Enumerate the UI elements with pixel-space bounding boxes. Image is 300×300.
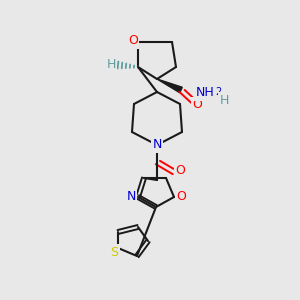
Text: H: H	[219, 94, 229, 106]
Text: O: O	[175, 164, 185, 178]
Text: S: S	[110, 245, 118, 259]
Polygon shape	[157, 79, 182, 93]
Text: NH: NH	[196, 86, 214, 100]
Text: O: O	[192, 98, 202, 112]
Text: O: O	[176, 190, 186, 202]
Text: N: N	[152, 139, 162, 152]
Text: 2: 2	[215, 87, 221, 97]
Text: O: O	[128, 34, 138, 47]
Text: H: H	[106, 58, 116, 71]
Text: N: N	[126, 190, 136, 202]
